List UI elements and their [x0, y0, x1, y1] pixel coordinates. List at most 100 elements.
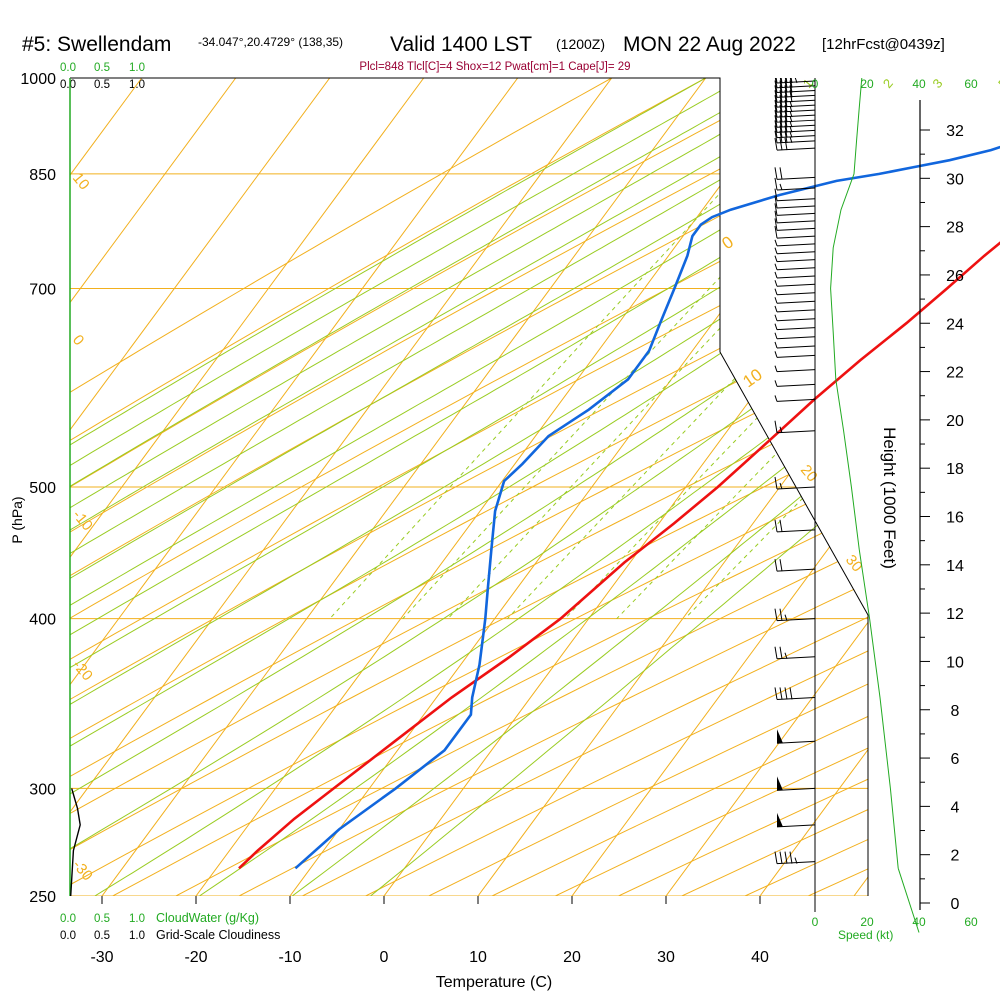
wind-barb-staff: [776, 94, 816, 98]
wind-barb-staff: [776, 618, 816, 622]
wind-barb: [774, 85, 816, 98]
wind-barb-staff: [776, 292, 816, 296]
wind-barb-feather: [779, 78, 783, 88]
wind-barb-feather: [774, 80, 778, 93]
moist-adiabat: [291, 78, 868, 896]
dry-adiabat: [70, 78, 612, 896]
isotherm-line: [571, 78, 868, 896]
wind-barb-feather: [780, 78, 783, 84]
wind-barb: [774, 95, 816, 108]
station-coords: -34.047°,20.4729° (138,35): [198, 35, 343, 49]
wind-barb-feather: [784, 130, 788, 143]
wind-barb-feather: [774, 280, 778, 287]
moist-adiabat: [70, 78, 868, 896]
thermo-grid: [70, 78, 868, 896]
wind-barb-feather: [779, 120, 783, 133]
wind-barb-feather: [779, 167, 783, 180]
wind-barb-staff: [776, 235, 816, 239]
cloudiness-top-axis: 0.0 0.5 1.0: [60, 79, 145, 91]
wind-barb: [774, 110, 816, 123]
mixing-ratio-label: 3: [929, 76, 945, 91]
moist-adiabat: [70, 78, 868, 896]
dry-adiabat: [112, 78, 868, 896]
isotherm-line: [101, 78, 707, 896]
wind-barb-staff: [776, 85, 816, 89]
wind-barb: [776, 776, 816, 791]
wind-barb-staff: [776, 300, 816, 304]
wind-barb-feather: [784, 90, 788, 103]
wind-barb-staff: [776, 529, 816, 533]
wind-barb-feather: [784, 687, 788, 700]
wind-barb-feather: [774, 519, 778, 532]
cloud-tick: 0.0: [60, 913, 76, 925]
wind-barb: [774, 80, 816, 94]
dry-adiabat: [70, 78, 868, 896]
wind-barb: [774, 100, 816, 113]
wind-barb: [774, 608, 816, 622]
moist-adiabat: [70, 78, 868, 896]
dry-adiabat: [70, 78, 868, 896]
cloud-tick: 0.0: [60, 930, 76, 942]
mixing-ratio-label: 2: [880, 76, 896, 91]
wind-barb-staff: [776, 336, 816, 340]
wind-barb-feather: [774, 365, 778, 372]
wind-barb-staff: [776, 90, 816, 94]
dry-adiabat: [70, 78, 868, 896]
wind-barb-feather: [774, 120, 778, 133]
cloud-tick: 0.5: [94, 913, 110, 925]
height-tick-label: 22: [946, 365, 964, 382]
wind-barb-staff: [776, 205, 816, 209]
cloudwater-top-axis: 0.0 0.5 1.0: [60, 62, 145, 74]
wind-barb-feather: [774, 115, 778, 128]
wind-barb: [776, 729, 816, 744]
dry-adiabat: [807, 78, 868, 896]
wind-barb-staff: [776, 861, 816, 865]
wind-barb-staff: [776, 345, 816, 349]
wind-barb-staff: [776, 147, 816, 151]
wind-barb-feather: [779, 646, 783, 659]
wind-barb-feather: [779, 95, 783, 108]
wind-barb-feather: [784, 652, 788, 659]
speed-bottom-tick: 40: [912, 915, 926, 929]
wind-barb-feather: [774, 646, 778, 659]
wind-barb-feather: [779, 183, 783, 191]
moist-adiabat: [94, 78, 868, 896]
cloud-tick: 0.0: [60, 79, 76, 91]
wind-barb-feather: [774, 130, 778, 143]
wind-barb-feather: [774, 395, 778, 402]
wind-barb-staff: [776, 787, 816, 791]
wind-barb-flag: [777, 729, 783, 744]
wind-barb-feather: [779, 100, 783, 113]
sounding-indices: Plcl=848 Tlcl[C]=4 Shox=12 Pwat[cm]=1 Ca…: [359, 61, 630, 73]
wind-barb: [775, 78, 816, 84]
cloud-tick: 0.5: [94, 79, 110, 91]
isotherm-line: [70, 78, 237, 896]
wind-barb-feather: [774, 476, 778, 490]
height-tick-label: 4: [951, 799, 960, 816]
mixing-ratio-line: [329, 78, 828, 620]
wind-barb: [774, 559, 816, 572]
isotherm-label: 10: [739, 365, 765, 391]
cloudiness-bottom-axis: 0.0 0.5 1.0 Grid-Scale Cloudiness: [60, 928, 280, 942]
wind-barb: [774, 203, 816, 216]
wind-barb-feather: [784, 78, 788, 88]
wind-barb: [774, 395, 816, 402]
wind-barb-feather: [774, 167, 778, 180]
speed-bottom-tick: 60: [964, 915, 978, 929]
moist-adiabat: [70, 78, 819, 896]
wind-barb-feather: [789, 116, 793, 123]
wind-barb-feather: [784, 138, 788, 151]
wind-barb-feather: [789, 110, 793, 118]
isotherm-line: [70, 78, 331, 896]
wind-barb-staff: [776, 259, 816, 263]
pressure-tick-label: 700: [29, 281, 56, 298]
wind-barb-feather: [779, 687, 783, 700]
height-tick-label: 8: [951, 703, 960, 720]
wind-barb-staff: [776, 80, 816, 84]
wind-barb-staff: [776, 318, 816, 322]
isotherm-label: 20: [797, 462, 821, 486]
wind-barb-staff: [776, 187, 816, 191]
dry-adiabat: [175, 78, 868, 896]
